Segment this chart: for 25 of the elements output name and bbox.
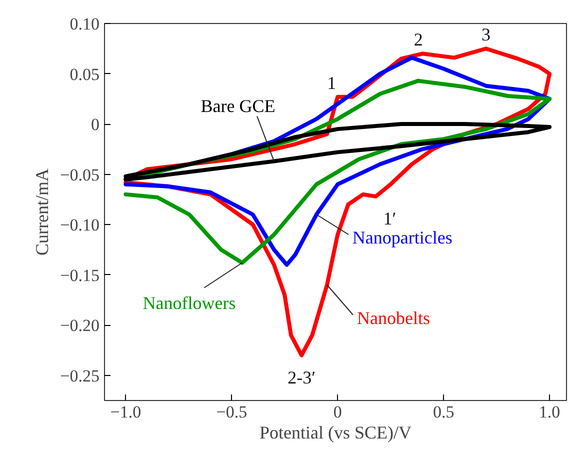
x-tick-label: −1.0: [110, 402, 142, 422]
y-tick-label: −0.15: [60, 266, 100, 285]
y-tick-label: −0.10: [60, 216, 100, 235]
series-label: Nanoflowers: [142, 292, 236, 313]
y-tick-label: −0.05: [60, 165, 100, 184]
annotation: 2: [414, 30, 423, 50]
series-label: Bare GCE: [200, 96, 276, 116]
annotation: 3: [481, 24, 490, 45]
x-tick-label: 0.5: [432, 402, 454, 422]
y-tick-label: −0.25: [60, 366, 100, 386]
line-series: [124, 122, 552, 182]
y-axis-title: Current/mA: [32, 168, 52, 256]
annotation: 1′: [383, 208, 396, 228]
series-label: Nanobelts: [357, 308, 430, 328]
y-tick-label: 0.10: [70, 14, 100, 34]
y-tick-label: −0.20: [60, 316, 100, 336]
y-tick-label: 0.05: [70, 64, 100, 84]
y-tick-label: 0: [91, 115, 100, 134]
x-tick-label: −0.5: [216, 402, 248, 422]
x-tick-label: 0: [333, 402, 342, 422]
text: Nanoparticles: [352, 228, 452, 248]
x-axis-title: Potential (vs SCE)/V: [260, 422, 412, 442]
annotation: 1: [327, 72, 336, 93]
annotation: 2-3′: [288, 367, 316, 388]
x-tick-label: 1.0: [538, 402, 560, 422]
